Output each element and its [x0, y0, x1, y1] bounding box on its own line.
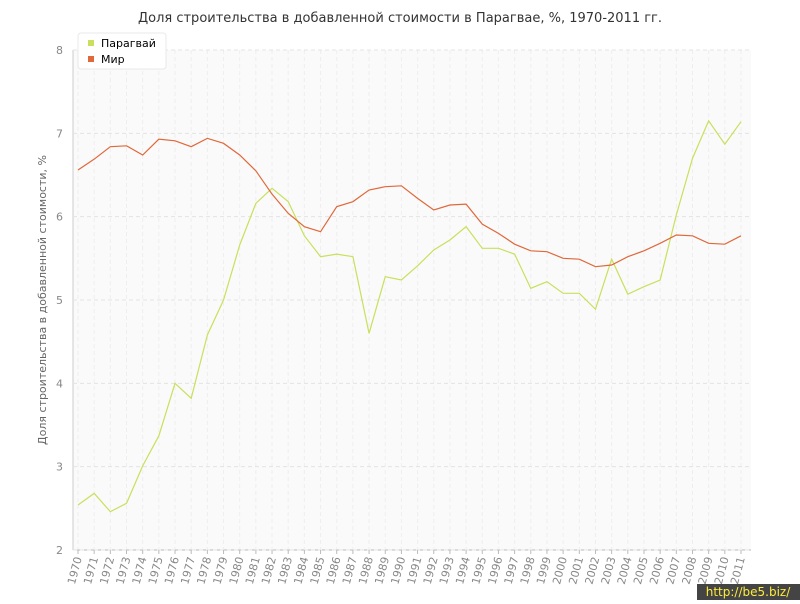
- y-tick-label: 2: [56, 544, 63, 557]
- legend-label: Мир: [101, 53, 125, 66]
- series-line: [77, 119, 742, 513]
- y-axis-label: Доля строительства в добавленной стоимос…: [36, 155, 49, 445]
- legend: Парагвай Мир: [77, 32, 167, 70]
- y-tick-label: 6: [56, 211, 63, 224]
- y-tick-label: 3: [56, 461, 63, 474]
- legend-swatch: [88, 56, 94, 62]
- watermark: http://be5.biz/: [706, 585, 791, 599]
- legend-swatch: [88, 40, 94, 46]
- y-tick-label: 7: [56, 127, 63, 140]
- series-line: [77, 137, 742, 268]
- legend-label: Парагвай: [101, 37, 156, 50]
- watermark-bg: [697, 584, 800, 600]
- y-tick-label: 5: [56, 294, 63, 307]
- y-tick-label: 4: [56, 377, 63, 390]
- y-tick-label: 8: [56, 44, 63, 57]
- legend-box: [77, 32, 167, 70]
- chart-title: Доля строительства в добавленной стоимос…: [138, 11, 662, 26]
